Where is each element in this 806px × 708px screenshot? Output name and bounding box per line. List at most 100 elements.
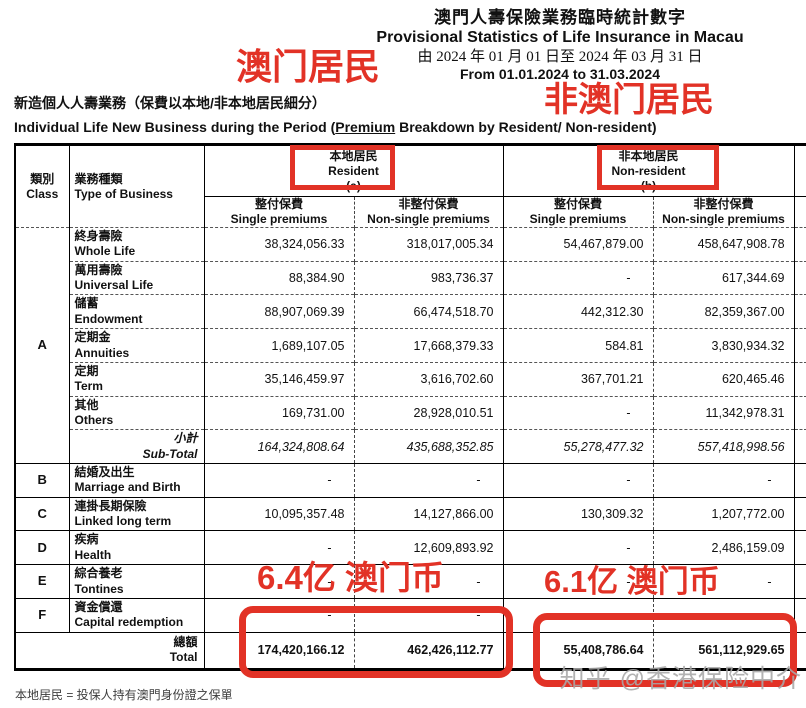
annotation-nonresident-label: 非澳门居民 — [544, 81, 714, 119]
header-resident-nonsingle: 非整付保費 Non-single premiums — [354, 196, 504, 228]
header-nonsingle-zh: 非整付保費 — [693, 197, 754, 211]
type-label-zh: 萬用壽險 — [74, 262, 123, 277]
value-cell: 557,418,998.56 — [653, 429, 795, 464]
partial-cell — [794, 361, 806, 397]
title-block: 澳門人壽保險業務臨時統計數字 Provisional Statistics of… — [312, 8, 806, 82]
value-cell: - — [354, 564, 504, 599]
subtitle-en-prefix: Individual Life New Business during the … — [14, 119, 336, 135]
class-cell: F — [15, 597, 70, 633]
table-row: 萬用壽險 Universal Life 88,384.90 983,736.37-61… — [15, 260, 806, 295]
type-cell: 萬用壽險 Universal Life — [69, 260, 205, 295]
annotation-resident-total-note: 6.4亿 澳门币 — [257, 559, 445, 596]
value-cell: 55,408,786.64 — [503, 631, 654, 670]
value-cell: 38,324,056.33 — [204, 227, 355, 262]
type-cell: 小計 Sub-Total — [69, 429, 205, 464]
title-date-chinese: 由 2024 年 01 月 01 日至 2024 年 03 月 31 日 — [417, 48, 703, 65]
table-row: 其他 Others 169,731.00 28,928,010.51-11,342,9… — [15, 395, 806, 430]
header-resident-group: 本地居民 Resident (a) — [204, 144, 504, 197]
header-nonresident-nonsingle: 非整付保費 Non-single premiums — [653, 196, 795, 228]
value-cell: - — [354, 597, 504, 633]
value-cell: 14,127,866.00 — [354, 496, 504, 531]
type-label-en: Sub-Total — [142, 446, 198, 461]
table-row: 儲蓄 Endowment 88,907,069.39 66,474,518.70 442… — [15, 294, 806, 329]
value-cell: 3,616,702.60 — [354, 361, 504, 397]
subtitle-chinese: 新造個人人壽業務（保費以本地/非本地居民細分） — [14, 95, 326, 111]
value-cell: 174,420,166.12 — [204, 631, 355, 670]
table-row: A 終身壽險 Whole Life 38,324,056.33 318,017,005.… — [15, 226, 806, 464]
total-label-zh: 總額 — [173, 634, 198, 649]
value-cell: - — [503, 564, 654, 599]
watermark: 知乎 @香港保险中介 — [559, 665, 802, 693]
value-cell: 620,465.46 — [653, 361, 795, 397]
type-label-en: Term — [74, 379, 103, 394]
type-label-zh: 綜合養老 — [74, 566, 123, 581]
value-cell: 367,701.21 — [503, 361, 654, 397]
table-row: E 綜合養老 Tontines - - - - — [15, 564, 806, 599]
type-label-en: Marriage and Birth — [74, 480, 181, 495]
type-label-zh: 其他 — [74, 397, 99, 412]
type-label-en: Universal Life — [74, 278, 154, 293]
value-cell: 17,668,379.33 — [354, 328, 504, 363]
total-label-cell: 總額 Total — [15, 631, 205, 670]
header-resident-en: Resident — [328, 163, 379, 178]
value-cell: 12,609,893.92 — [354, 530, 504, 565]
header-partial-column — [794, 144, 806, 197]
type-label-zh: 終身壽險 — [74, 229, 123, 243]
header-single-zh: 整付保費 — [553, 197, 602, 211]
value-cell: 1,207,772.00 — [653, 496, 795, 531]
value-cell: 561,112,929.65 — [653, 631, 795, 670]
type-label-zh: 結婚及出生 — [74, 465, 135, 480]
title-english: Provisional Statistics of Life Insurance… — [376, 29, 744, 47]
header-nonresident-group: 非本地居民 Non-resident (b) — [503, 144, 795, 197]
total-label-en: Total — [169, 650, 198, 665]
type-cell: 連掛長期保險 Linked long term — [69, 496, 205, 531]
value-cell: - — [503, 395, 654, 430]
class-cell: B — [15, 463, 70, 498]
value-cell: 462,426,112.77 — [354, 631, 504, 670]
value-cell: 617,344.69 — [653, 260, 795, 295]
value-cell: 88,384.90 — [204, 260, 355, 295]
value-cell: 164,324,808.64 — [204, 429, 355, 464]
type-label-en: Health — [74, 547, 112, 562]
header-partial-sub — [794, 197, 806, 228]
value-cell: - — [653, 564, 795, 599]
table-row: 總額 Total 174,420,166.12 462,426,112.77 55,40… — [15, 631, 806, 670]
partial-cell — [794, 463, 806, 498]
header-type-zh: 業務種類 — [74, 171, 123, 186]
value-cell: 35,146,459.97 — [204, 361, 355, 397]
table-row: 定期金 Annuities 1,689,107.05 17,668,379.33 584… — [15, 328, 806, 363]
header-sub-row: 整付保費 Single premiums 非整付保費 Non-single pr… — [15, 196, 806, 228]
value-cell: - — [503, 597, 654, 633]
type-label-zh: 資金償還 — [74, 599, 123, 614]
type-label-zh: 定期 — [74, 363, 99, 378]
value-cell: 435,688,352.85 — [354, 429, 504, 464]
type-label-en: Tontines — [74, 581, 124, 596]
header-single-en: Single premiums — [529, 212, 627, 226]
value-cell: - — [204, 597, 355, 633]
type-cell: 結婚及出生 Marriage and Birth — [69, 463, 205, 498]
partial-cell — [794, 429, 806, 464]
header-type-of-business: 業務種類 Type of Business — [69, 144, 205, 228]
type-label-en: Annuities — [74, 345, 130, 360]
table-header: 類別 Class 業務種類 Type of Business 本地居民 Resi… — [15, 144, 806, 228]
value-cell: 2,486,159.09 — [653, 530, 795, 565]
value-cell: - — [653, 597, 795, 633]
value-cell: 318,017,005.34 — [354, 227, 504, 262]
statistics-table-wrap: 類別 Class 業務種類 Type of Business 本地居民 Resi… — [14, 143, 806, 671]
value-cell: - — [354, 463, 504, 498]
value-cell: 1,689,107.05 — [204, 328, 355, 363]
type-label-zh: 小計 — [173, 431, 198, 446]
partial-cell — [794, 328, 806, 363]
partial-cell — [794, 631, 806, 670]
partial-cell — [794, 227, 806, 262]
annotation-nonresident-total-note: 6.1亿 澳门币 — [544, 564, 720, 599]
header-nonresident-zh: 非本地居民 — [618, 148, 679, 163]
value-cell: - — [503, 530, 654, 565]
value-cell: - — [653, 463, 795, 498]
header-group-row: 類別 Class 業務種類 Type of Business 本地居民 Resi… — [15, 144, 806, 228]
type-label-zh: 儲蓄 — [74, 296, 99, 311]
header-nonsingle-en: Non-single premiums — [367, 212, 490, 226]
header-class-zh: 類別 — [30, 171, 55, 186]
type-label-en: Linked long term — [74, 514, 172, 529]
